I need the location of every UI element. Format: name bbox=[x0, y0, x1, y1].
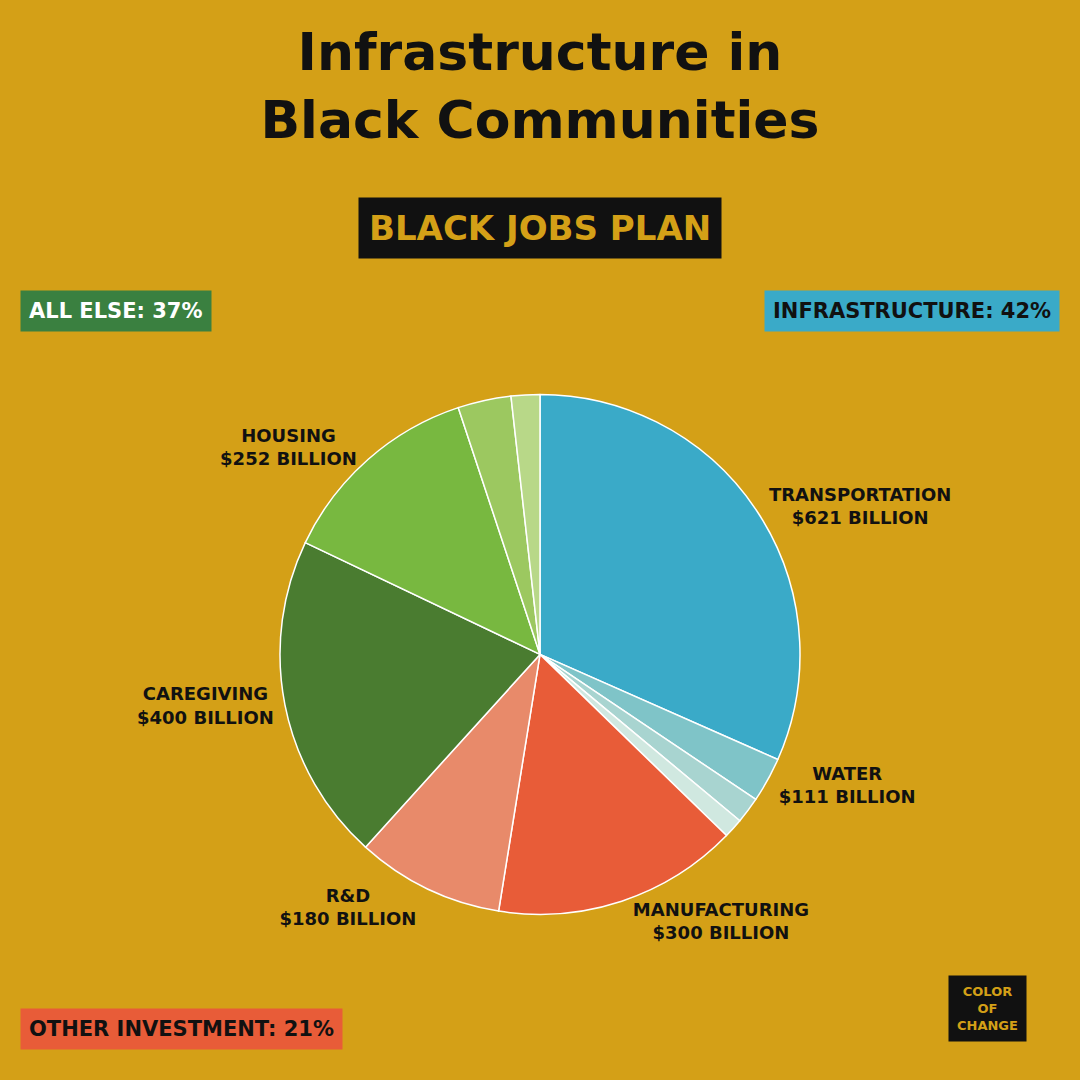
svg-text:MANUFACTURING$300 BILLION: MANUFACTURING$300 BILLION bbox=[633, 899, 809, 943]
svg-text:TRANSPORTATION$621 BILLION: TRANSPORTATION$621 BILLION bbox=[769, 484, 951, 528]
svg-text:CAREGIVING$400 BILLION: CAREGIVING$400 BILLION bbox=[137, 683, 274, 727]
svg-text:Infrastructure inBlack Communi: Infrastructure inBlack Communities bbox=[260, 22, 819, 150]
svg-text:R&D$180 BILLION: R&D$180 BILLION bbox=[280, 885, 417, 929]
svg-text:COLOROFCHANGE: COLOROFCHANGE bbox=[957, 984, 1018, 1033]
svg-text:BLACK JOBS PLAN: BLACK JOBS PLAN bbox=[369, 208, 711, 248]
svg-text:WATER$111 BILLION: WATER$111 BILLION bbox=[779, 763, 916, 807]
svg-text:INFRASTRUCTURE: 42%: INFRASTRUCTURE: 42% bbox=[773, 299, 1051, 323]
svg-text:HOUSING$252 BILLION: HOUSING$252 BILLION bbox=[220, 425, 357, 469]
svg-text:OTHER INVESTMENT: 21%: OTHER INVESTMENT: 21% bbox=[29, 1017, 334, 1041]
svg-text:ALL ELSE: 37%: ALL ELSE: 37% bbox=[29, 299, 203, 323]
